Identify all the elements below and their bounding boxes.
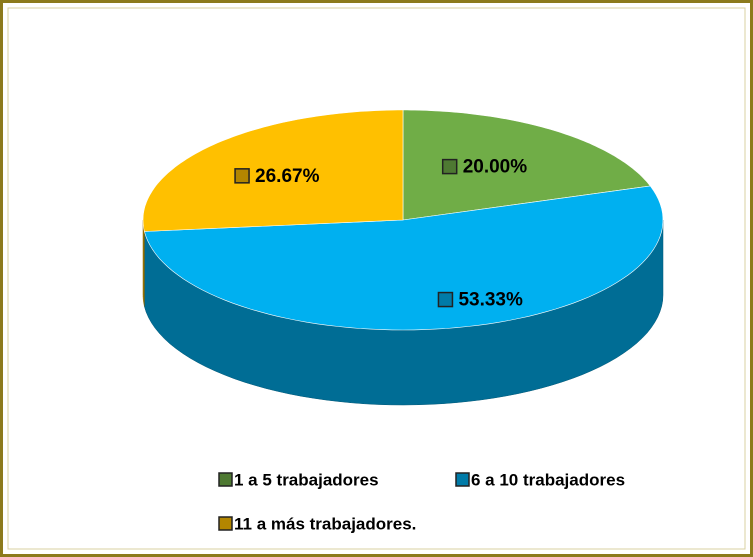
legend-label: 11 a más trabajadores. bbox=[234, 514, 416, 533]
legend-icon bbox=[218, 472, 233, 487]
slice-side bbox=[142, 220, 145, 307]
legend-icon bbox=[455, 472, 470, 487]
slice bbox=[402, 109, 651, 221]
slice bbox=[142, 109, 404, 232]
value-label: 53.33% bbox=[458, 290, 523, 311]
slice bbox=[144, 185, 664, 331]
label-icon bbox=[441, 158, 458, 175]
value-label: 26.67% bbox=[255, 166, 320, 187]
value-label: 20.00% bbox=[463, 157, 528, 178]
legend-icon bbox=[218, 516, 233, 531]
legend-label: 6 a 10 trabajadores bbox=[471, 470, 625, 489]
chart-inner-border bbox=[7, 7, 746, 550]
legend-label: 1 a 5 trabajadores bbox=[234, 470, 379, 489]
label-icon bbox=[437, 291, 454, 308]
label-icon bbox=[234, 168, 250, 184]
